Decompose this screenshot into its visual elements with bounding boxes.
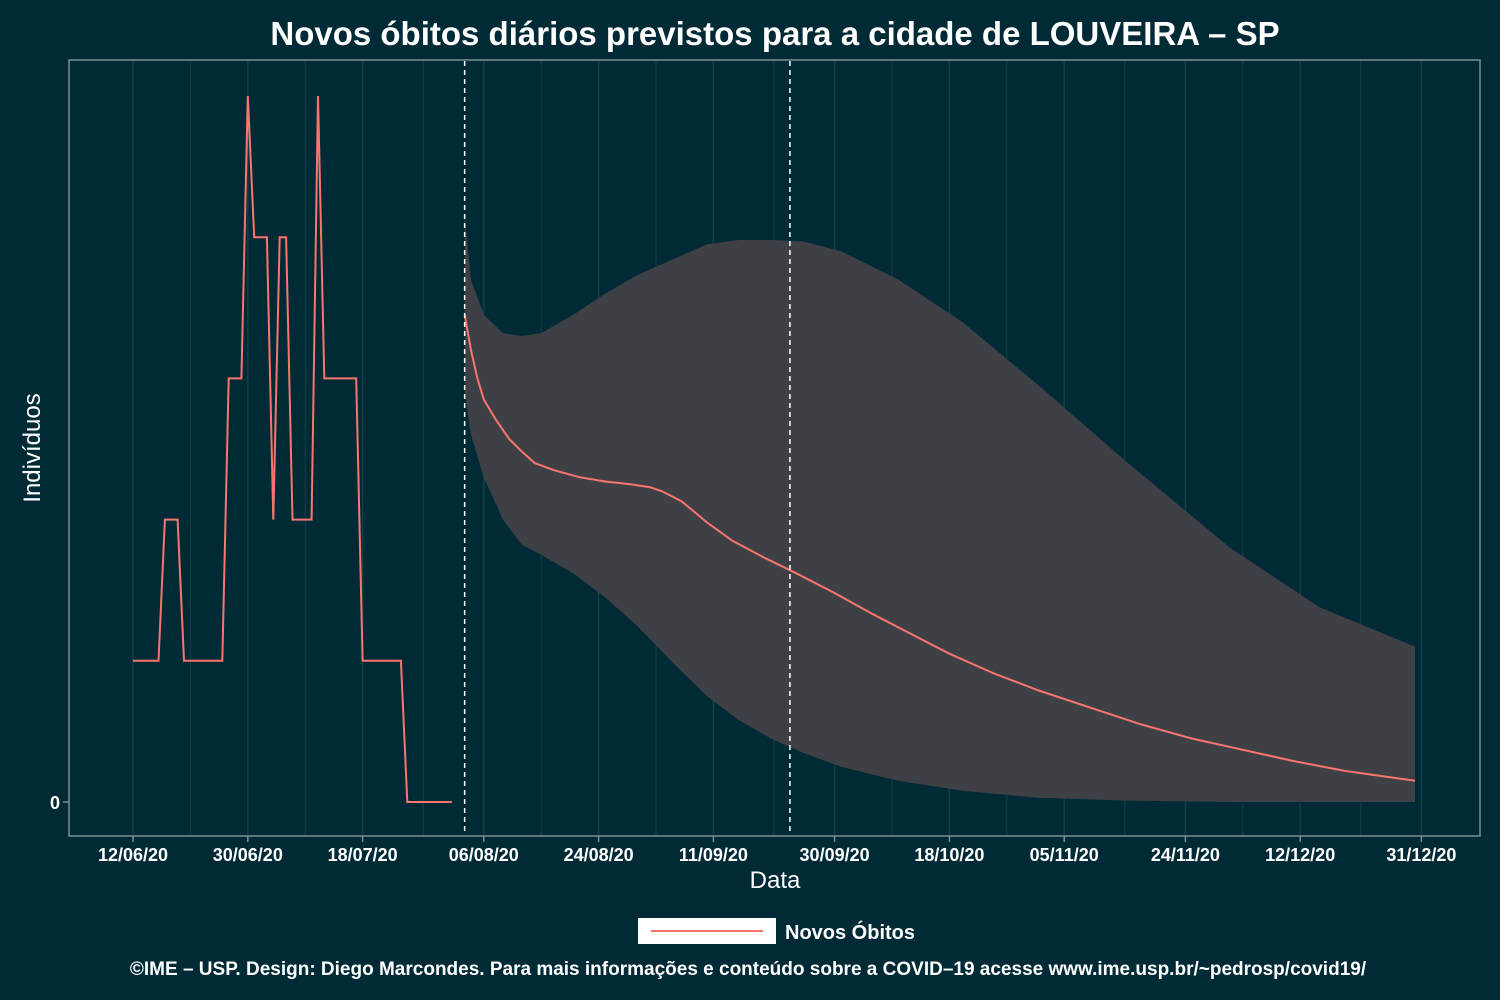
x-tick-label: 18/07/20 — [328, 845, 398, 865]
x-tick-label: 11/09/20 — [679, 845, 748, 865]
forecast-band — [464, 216, 1415, 802]
x-tick-label: 12/12/20 — [1265, 845, 1335, 865]
x-axis-title: Data — [750, 867, 801, 894]
series-line-observed — [133, 95, 452, 803]
chart-title: Novos óbitos diários previstos para a ci… — [270, 15, 1279, 52]
caption: ©IME – USP. Design: Diego Marcondes. Par… — [130, 959, 1367, 980]
series-line-forecast — [463, 314, 1416, 782]
y-axis-title: Indivíduos — [19, 393, 46, 502]
series-line-layer — [133, 95, 1416, 803]
forecast-band-layer — [464, 216, 1415, 802]
x-tick-label: 18/10/20 — [914, 845, 984, 865]
x-tick-label: 24/08/20 — [564, 845, 634, 865]
x-tick-label: 05/11/20 — [1030, 845, 1099, 865]
plot-panel-border — [68, 59, 1481, 837]
legend-label: Novos Óbitos — [785, 920, 915, 944]
x-tick-label: 12/06/20 — [98, 845, 168, 865]
legend: Novos Óbitos — [638, 918, 915, 944]
vertical-reference-lines — [463, 61, 791, 835]
x-tick-label: 31/12/20 — [1386, 845, 1456, 865]
x-axis-ticks: 12/06/20 30/06/20 18/07/20 06/08/20 24/08/20… — [98, 836, 1456, 865]
x-tick-label: 24/11/20 — [1151, 845, 1220, 865]
y-axis-ticks: 0 — [50, 793, 69, 813]
x-tick-label: 30/06/20 — [213, 845, 283, 865]
y-tick-label: 0 — [50, 793, 60, 813]
x-tick-label: 30/09/20 — [800, 845, 870, 865]
x-tick-label: 06/08/20 — [449, 845, 519, 865]
